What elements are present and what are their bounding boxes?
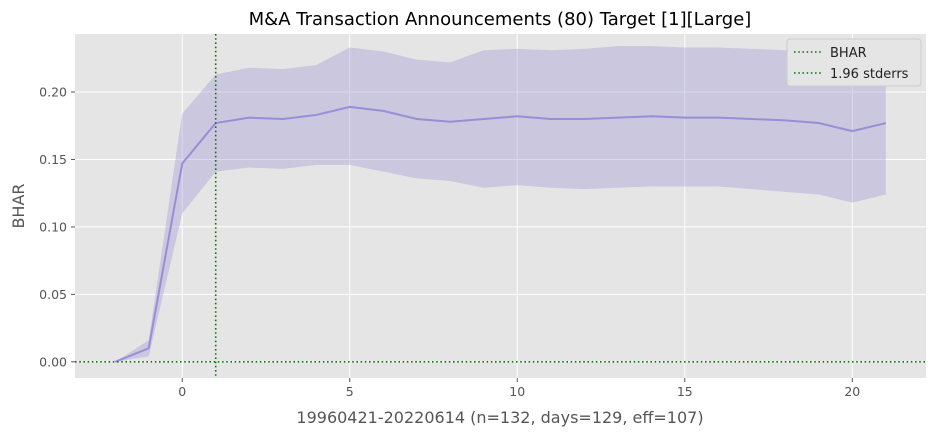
x-tick-label: 10 [509,384,525,399]
legend: BHAR 1.96 stderrs [786,38,922,87]
grid-layer [75,34,926,378]
y-axis-label: BHAR [9,183,28,228]
confidence-band-layer [115,46,886,362]
legend-label-stderrs: 1.96 stderrs [830,67,909,82]
x-tick-label: 20 [844,384,860,399]
y-tick-label: 0.00 [39,354,67,369]
legend-box [786,38,922,87]
tick-layer: 0 5 10 15 20 0.00 0.05 0.10 0.15 0.20 [39,85,860,399]
legend-label-bhar: BHAR [830,46,867,61]
x-tick-label: 0 [178,384,186,399]
x-tick-label: 5 [346,384,354,399]
bhar-series-line [114,105,887,363]
y-tick-label: 0.15 [39,152,67,167]
plot-area [75,34,926,378]
x-tick-label: 15 [677,384,693,399]
confidence-band [115,46,886,362]
x-axis-label: 19960421-20220614 (n=132, days=129, eff=… [296,408,703,427]
y-tick-label: 0.10 [39,219,67,234]
chart-title: M&A Transaction Announcements (80) Targe… [249,9,752,30]
y-tick-label: 0.05 [39,287,67,302]
reference-line-layer [75,34,926,378]
y-tick-label: 0.20 [39,85,67,100]
